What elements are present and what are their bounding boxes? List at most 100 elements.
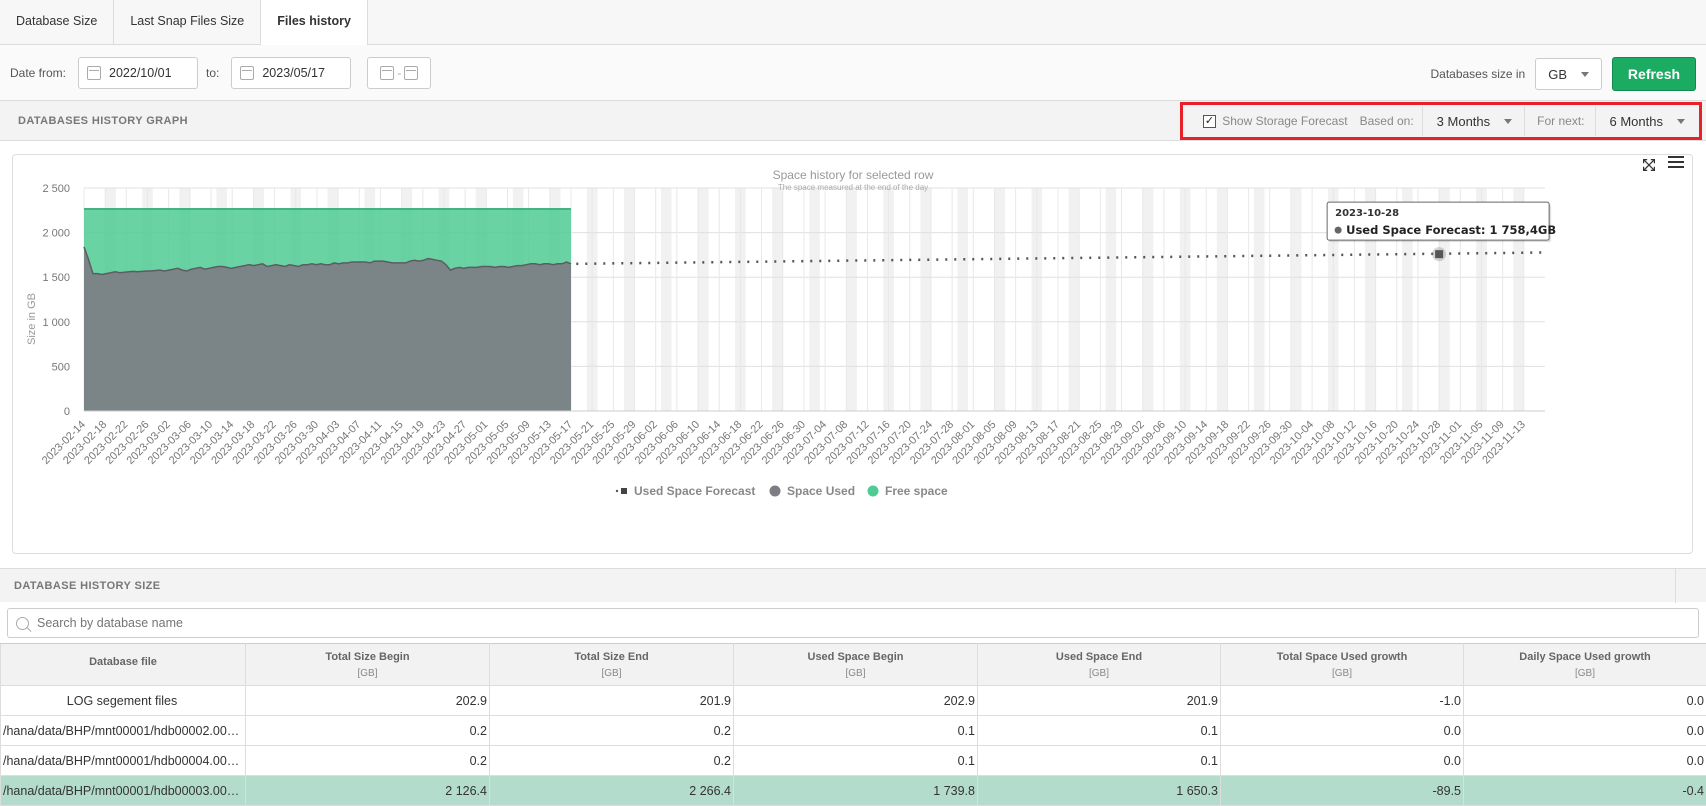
search-box bbox=[7, 608, 1699, 638]
tab-bar: Database Size Last Snap Files Size Files… bbox=[0, 0, 1706, 45]
menu-icon[interactable] bbox=[1668, 156, 1684, 168]
legend-forecast-symbol bbox=[616, 490, 618, 492]
cell-used-space-end: 1 650.3 bbox=[978, 776, 1221, 806]
tooltip-marker bbox=[1435, 250, 1443, 258]
table-row[interactable]: /hana/data/BHP/mnt00001/hdb00004.000... … bbox=[1, 746, 1706, 776]
based-on-select[interactable]: 3 Months bbox=[1422, 106, 1522, 136]
cell-used-space-begin: 202.9 bbox=[734, 686, 978, 716]
range-dash-icon: - bbox=[397, 66, 401, 80]
cell-total-size-end: 2 266.4 bbox=[490, 776, 734, 806]
cell-daily-growth: 0.0 bbox=[1464, 686, 1706, 716]
calendar-icon bbox=[240, 66, 254, 80]
weekend-band bbox=[624, 188, 635, 411]
tab-database-size[interactable]: Database Size bbox=[0, 0, 114, 45]
calendar-icon bbox=[380, 66, 394, 80]
show-forecast-checkbox[interactable]: ✓ bbox=[1203, 115, 1216, 128]
weekend-band bbox=[1106, 188, 1117, 411]
col-label: Used Space End bbox=[1056, 651, 1142, 663]
col-header-database-file[interactable]: Database file bbox=[1, 644, 246, 686]
tab-last-snap-files-size[interactable]: Last Snap Files Size bbox=[114, 0, 261, 45]
cell-used-space-end: 0.1 bbox=[978, 716, 1221, 746]
cell-total-size-begin: 202.9 bbox=[246, 686, 490, 716]
legend-symbol bbox=[868, 486, 879, 497]
col-label: Total Size Begin bbox=[325, 651, 409, 663]
cell-total-growth: -89.5 bbox=[1221, 776, 1464, 806]
cell-daily-growth: -0.4 bbox=[1464, 776, 1706, 806]
refresh-button[interactable]: Refresh bbox=[1612, 57, 1696, 91]
cell-database-file: /hana/data/BHP/mnt00001/hdb00003.000... bbox=[1, 776, 246, 806]
legend-symbol bbox=[770, 486, 781, 497]
for-next-select[interactable]: 6 Months bbox=[1595, 106, 1695, 136]
col-header-total-size-end[interactable]: Total Size End[GB] bbox=[490, 644, 734, 686]
y-tick-label: 1 000 bbox=[42, 317, 70, 329]
col-label: Daily Space Used growth bbox=[1519, 651, 1650, 663]
cell-database-file: /hana/data/BHP/mnt00001/hdb00004.000... bbox=[1, 746, 246, 776]
table-row[interactable]: LOG segement files 202.9 201.9 202.9 201… bbox=[1, 686, 1706, 716]
weekend-band bbox=[1143, 188, 1154, 411]
calendar-icon bbox=[87, 66, 101, 80]
table-row[interactable]: /hana/data/BHP/mnt00001/hdb00002.000... … bbox=[1, 716, 1706, 746]
col-header-used-space-end[interactable]: Used Space End [GB] bbox=[978, 644, 1221, 686]
header-divider bbox=[1675, 569, 1676, 603]
table-section-title: DATABASE HISTORY SIZE bbox=[14, 580, 161, 592]
legend-item-label: Free space bbox=[885, 484, 948, 498]
date-to-label: to: bbox=[206, 66, 219, 80]
date-from-label: Date from: bbox=[10, 66, 66, 80]
cell-total-growth: 0.0 bbox=[1221, 716, 1464, 746]
tooltip-date: 2023-10-28 bbox=[1335, 208, 1399, 219]
y-tick-label: 0 bbox=[64, 406, 70, 418]
weekend-band bbox=[1217, 188, 1228, 411]
cell-used-space-begin: 0.1 bbox=[734, 716, 978, 746]
y-tick-label: 500 bbox=[52, 361, 70, 373]
chart-subtitle: The space measured at the end of the day bbox=[778, 183, 928, 192]
cell-total-size-end: 0.2 bbox=[490, 746, 734, 776]
legend-item-label: Used Space Forecast bbox=[634, 484, 755, 498]
for-next-value: 6 Months bbox=[1610, 114, 1663, 129]
y-tick-label: 2 000 bbox=[42, 228, 70, 240]
col-header-total-size-begin[interactable]: Total Size Begin [GB] bbox=[246, 644, 490, 686]
cell-daily-growth: 0.0 bbox=[1464, 746, 1706, 776]
chart-title: Space history for selected row bbox=[773, 168, 934, 182]
date-to-field[interactable]: 2023/05/17 bbox=[231, 57, 351, 89]
unit-select[interactable]: GB bbox=[1535, 58, 1602, 90]
col-label: Used Space Begin bbox=[808, 651, 904, 663]
y-tick-label: 2 500 bbox=[42, 183, 70, 195]
col-header-total-space-used-growth[interactable]: Total Space Used growth[GB] bbox=[1221, 644, 1464, 686]
col-unit: [GB] bbox=[246, 668, 489, 679]
date-to-value: 2023/05/17 bbox=[262, 66, 325, 80]
tooltip-dot bbox=[1335, 227, 1342, 234]
date-from-field[interactable]: 2022/10/01 bbox=[78, 57, 198, 89]
col-unit: [GB] bbox=[978, 668, 1220, 679]
date-range-button[interactable]: - bbox=[367, 57, 431, 89]
col-unit: [GB] bbox=[1221, 668, 1463, 679]
cell-total-size-begin: 0.2 bbox=[246, 746, 490, 776]
col-unit: [GB] bbox=[734, 668, 977, 679]
col-header-used-space-begin[interactable]: Used Space Begin [GB] bbox=[734, 644, 978, 686]
weekend-band bbox=[1291, 188, 1302, 411]
unit-value: GB bbox=[1548, 67, 1567, 82]
search-input[interactable] bbox=[37, 616, 1551, 630]
cell-daily-growth: 0.0 bbox=[1464, 716, 1706, 746]
size-unit-tools: Databases size in GB Refresh bbox=[1430, 57, 1696, 91]
fullscreen-icon[interactable] bbox=[1644, 160, 1655, 171]
weekend-band bbox=[994, 188, 1005, 411]
chevron-down-icon bbox=[1581, 72, 1589, 77]
col-label: Database file bbox=[89, 656, 157, 668]
weekend-band bbox=[1069, 188, 1080, 411]
table-section-header: DATABASE HISTORY SIZE bbox=[0, 568, 1706, 602]
legend-forecast-marker bbox=[621, 488, 627, 494]
based-on-label: Based on: bbox=[1360, 114, 1414, 128]
forecast-line bbox=[576, 252, 1545, 263]
legend-item-label: Space Used bbox=[787, 484, 855, 498]
col-header-daily-space-used-growth[interactable]: Daily Space Used growth[GB] bbox=[1464, 644, 1706, 686]
forecast-controls: ✓ Show Storage Forecast Based on: 3 Mont… bbox=[1180, 102, 1702, 140]
cell-used-space-begin: 0.1 bbox=[734, 746, 978, 776]
based-on-value: 3 Months bbox=[1437, 114, 1490, 129]
tab-files-history[interactable]: Files history bbox=[261, 0, 368, 46]
table-row-selected[interactable]: /hana/data/BHP/mnt00001/hdb00003.000... … bbox=[1, 776, 1706, 806]
y-axis-label: Size in GB bbox=[26, 293, 38, 345]
calendar-icon bbox=[404, 66, 418, 80]
cell-total-size-begin: 0.2 bbox=[246, 716, 490, 746]
